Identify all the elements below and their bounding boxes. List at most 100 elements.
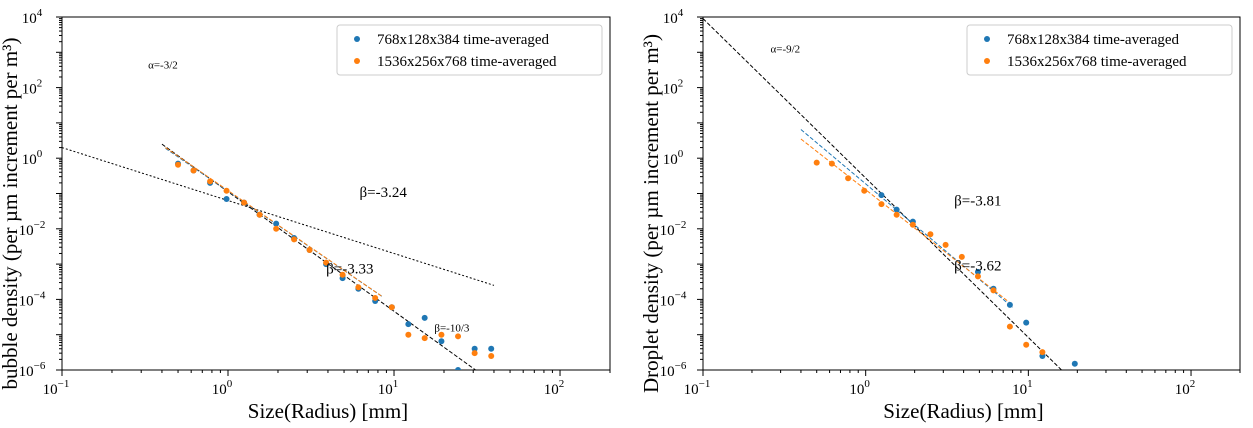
x-tick-base: 10 xyxy=(684,382,699,398)
data-point xyxy=(893,206,900,213)
x-tick-base: 10 xyxy=(378,382,393,398)
y-tick-label: 102 xyxy=(663,78,684,98)
fit-line xyxy=(165,147,383,298)
x-tick-label: 100 xyxy=(849,378,870,398)
data-point xyxy=(306,247,313,254)
data-point xyxy=(455,367,462,370)
data-point xyxy=(974,273,981,280)
data-point xyxy=(1023,319,1030,326)
y-tick-exponent: 0 xyxy=(678,148,684,160)
data-point xyxy=(927,231,934,238)
y-tick-label: 100 xyxy=(663,148,684,168)
y-tick-label: 10−2 xyxy=(660,219,687,239)
y-tick-exponent: 2 xyxy=(37,78,43,90)
data-point xyxy=(223,187,230,194)
x-tick-base: 10 xyxy=(1012,382,1027,398)
data-point xyxy=(958,253,965,260)
data-point xyxy=(175,161,182,168)
chart-panel-1: 10−1 100 101 10210−610−410−2100102104Size(R… xyxy=(0,7,611,423)
data-point xyxy=(291,236,298,243)
y-tick-label: 10−2 xyxy=(19,219,46,239)
data-point xyxy=(273,225,280,232)
data-point xyxy=(438,338,445,345)
y-tick-exponent: 4 xyxy=(678,7,684,19)
data-point xyxy=(878,192,885,199)
x-tick-base: 10 xyxy=(849,382,864,398)
y-axis-title: bubble density (per µm increment per m³) xyxy=(0,38,22,390)
legend-marker xyxy=(984,58,990,64)
legend-box xyxy=(966,24,1233,76)
annotation-label: β=-10/3 xyxy=(434,322,470,334)
y-tick-base: 10 xyxy=(660,364,675,380)
data-point xyxy=(405,321,412,328)
x-tick-label: 101 xyxy=(1012,378,1033,398)
y-tick-base: 10 xyxy=(22,11,37,27)
annotation-label: α=-9/2 xyxy=(771,43,801,55)
x-tick-exponent: 1 xyxy=(393,378,399,390)
legend-marker xyxy=(984,36,990,42)
legend-marker xyxy=(354,58,360,64)
x-tick-exponent: 2 xyxy=(559,378,565,390)
x-tick-label: 10−1 xyxy=(684,378,711,398)
y-tick-base: 10 xyxy=(22,152,37,168)
data-point xyxy=(813,159,820,166)
legend-label: 768x128x384 time-averaged xyxy=(377,32,550,48)
y-tick-base: 10 xyxy=(660,293,675,309)
y-tick-base: 10 xyxy=(19,364,34,380)
data-point xyxy=(372,294,379,301)
x-tick-exponent: −1 xyxy=(58,378,70,390)
x-tick-label: 102 xyxy=(1175,378,1196,398)
data-point xyxy=(273,220,280,227)
x-tick-label: 10−1 xyxy=(43,378,70,398)
fit-line xyxy=(62,147,495,286)
legend-label: 1536x256x768 time-averaged xyxy=(1007,54,1187,70)
series-2 xyxy=(813,159,1046,356)
data-point xyxy=(488,352,495,359)
data-point xyxy=(845,175,852,182)
y-tick-exponent: 2 xyxy=(678,78,684,90)
data-point xyxy=(1006,301,1013,308)
y-tick-exponent: −2 xyxy=(34,219,46,231)
data-point xyxy=(190,167,197,174)
y-tick-base: 10 xyxy=(663,82,678,98)
data-point xyxy=(438,331,445,338)
data-point xyxy=(1023,341,1030,348)
data-point xyxy=(207,178,214,185)
y-tick-label: 104 xyxy=(22,7,43,27)
data-point xyxy=(355,284,362,291)
y-tick-exponent: −6 xyxy=(34,360,46,372)
series-2 xyxy=(175,161,495,359)
y-tick-label: 104 xyxy=(663,7,684,27)
data-point xyxy=(241,199,248,206)
y-tick-exponent: −4 xyxy=(34,289,46,301)
data-point xyxy=(223,195,230,202)
y-tick-base: 10 xyxy=(660,223,675,239)
y-tick-exponent: 4 xyxy=(37,7,43,19)
y-tick-label: 100 xyxy=(22,148,43,168)
x-tick-label: 100 xyxy=(212,378,233,398)
annotation-label: β=-3.33 xyxy=(326,261,373,277)
x-tick-base: 10 xyxy=(1175,382,1190,398)
x-tick-label: 101 xyxy=(378,378,399,398)
data-point xyxy=(421,335,428,342)
annotation-label: β=-3.24 xyxy=(360,185,408,201)
y-tick-exponent: 0 xyxy=(37,148,43,160)
fit-line xyxy=(161,143,476,370)
data-point xyxy=(893,211,900,218)
y-axis-title: Droplet density (per µm increment per m³… xyxy=(639,34,663,393)
annotation-label: β=-3.81 xyxy=(954,194,1001,210)
x-tick-base: 10 xyxy=(212,382,227,398)
x-axis-title: Size(Radius) [mm] xyxy=(248,399,408,423)
data-point xyxy=(861,187,868,194)
y-tick-base: 10 xyxy=(663,11,678,27)
data-point xyxy=(339,271,346,278)
data-point xyxy=(455,333,462,340)
data-point xyxy=(974,268,981,275)
data-point xyxy=(388,304,395,311)
y-tick-label: 10−4 xyxy=(660,289,687,309)
y-tick-base: 10 xyxy=(19,293,34,309)
y-tick-label: 10−6 xyxy=(660,360,687,380)
x-tick-exponent: 0 xyxy=(227,378,233,390)
x-axis-title: Size(Radius) [mm] xyxy=(883,399,1043,423)
